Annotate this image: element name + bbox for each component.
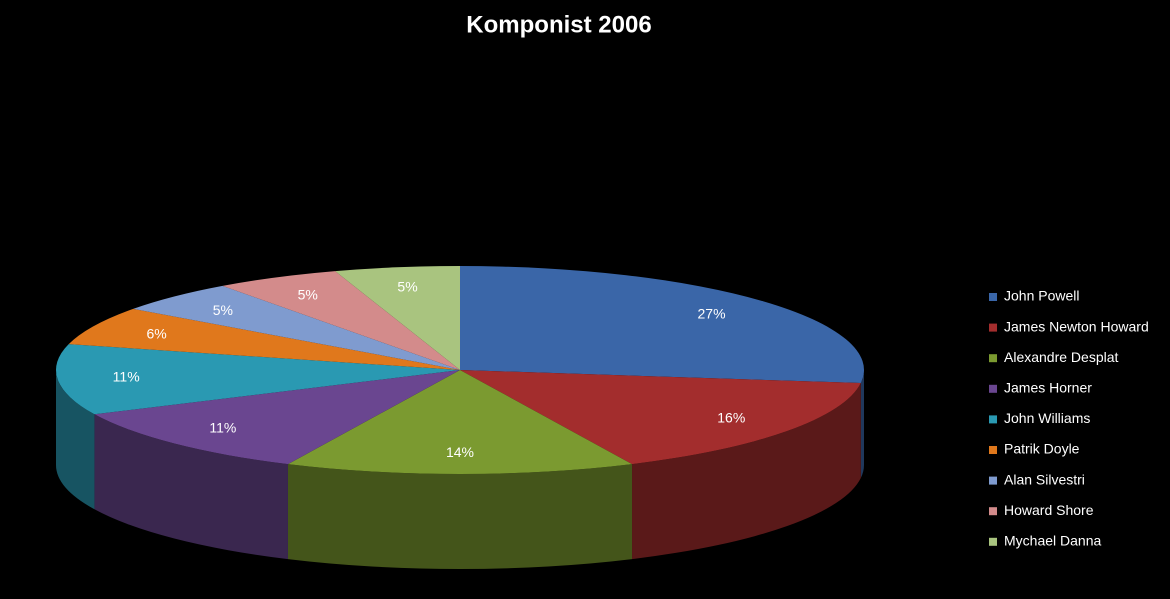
legend-swatch [989, 476, 997, 485]
slice [133, 285, 460, 370]
slice [460, 370, 861, 465]
slice [287, 370, 633, 474]
legend-swatch [989, 354, 997, 363]
legend-swatch [989, 537, 997, 546]
legend-label: James Newton Howard [1004, 318, 1149, 334]
data-label: 5% [213, 302, 233, 318]
slice [68, 308, 460, 370]
data-label: 11% [113, 369, 140, 385]
legend-label: Mychael Danna [1004, 533, 1101, 549]
slice [222, 271, 460, 370]
slice-side [860, 370, 864, 479]
slice [55, 344, 460, 415]
legend-swatch [989, 507, 997, 516]
legend-label: Patrik Doyle [1004, 441, 1080, 457]
legend-label: John Powell [1004, 288, 1080, 304]
legend-label: Howard Shore [1004, 502, 1094, 518]
slice-side [94, 414, 288, 560]
slice-side [56, 370, 95, 510]
slice [94, 370, 461, 465]
legend-label: James Horner [1004, 380, 1092, 396]
data-label: 5% [298, 287, 318, 303]
data-label: 11% [209, 420, 236, 436]
legend-swatch [989, 415, 997, 424]
legend-label: Alexandre Desplat [1004, 349, 1119, 365]
slice [460, 266, 864, 384]
legend-swatch [989, 384, 997, 393]
slice [335, 266, 460, 370]
legend-swatch [989, 293, 997, 301]
chart-title: Komponist 2006 [466, 11, 651, 38]
legend-swatch [989, 446, 997, 454]
data-label: 16% [717, 410, 745, 426]
data-label: 27% [698, 306, 726, 322]
slice-side [287, 464, 633, 569]
slice-side [632, 383, 861, 560]
data-label: 14% [446, 444, 474, 460]
data-label: 6% [146, 325, 166, 341]
data-label: 5% [397, 279, 417, 295]
legend-label: Alan Silvestri [1004, 471, 1085, 487]
legend-label: John Williams [1004, 410, 1090, 426]
legend-swatch [989, 323, 997, 332]
